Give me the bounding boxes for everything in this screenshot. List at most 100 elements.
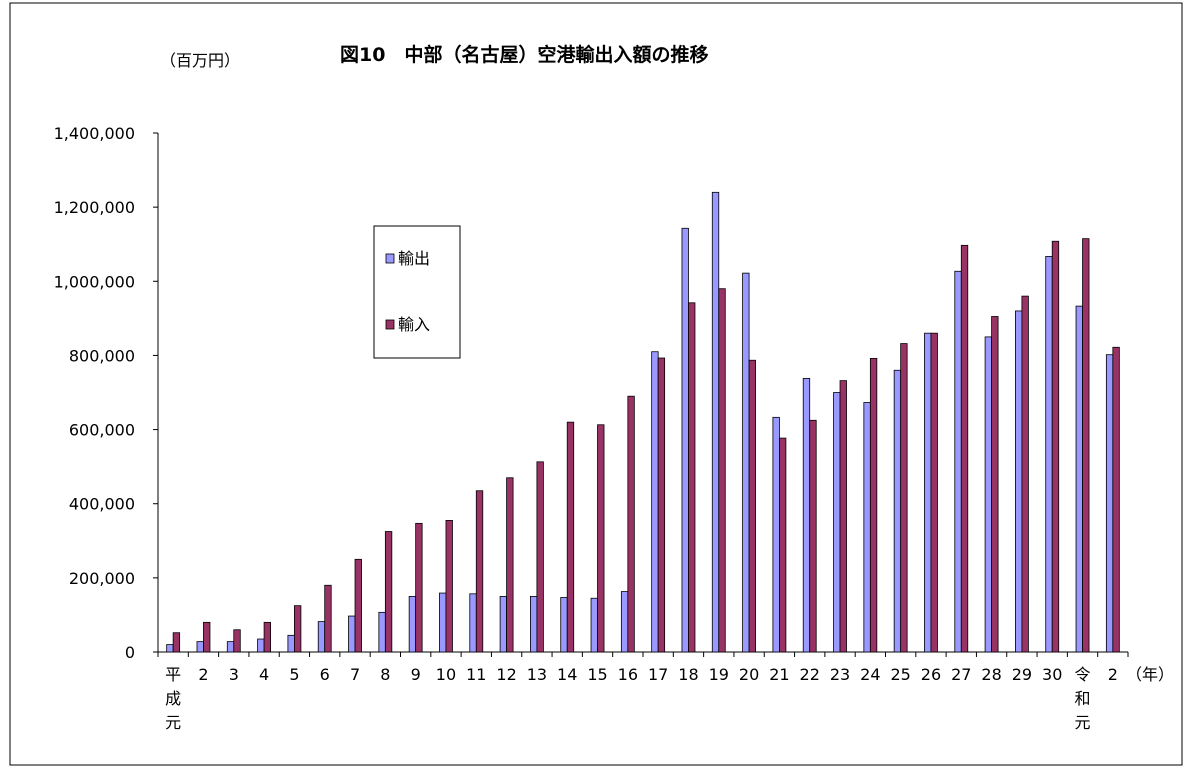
bar-import-21	[809, 419, 817, 653]
bar-import-5	[324, 584, 332, 653]
bar-import-7	[384, 531, 393, 653]
bar-export-15	[620, 591, 629, 653]
bar-export-23	[863, 402, 871, 653]
x-tick-label: 26	[921, 665, 941, 684]
x-tick-label: 2	[1108, 665, 1118, 684]
y-tick-label: 600,000	[69, 421, 135, 440]
bar-export-5	[317, 621, 326, 653]
legend-label-import: 輸入	[398, 315, 430, 334]
chart-title: 図10 中部（名古屋）空港輸出入額の推移	[340, 43, 708, 66]
y-tick-label: 0	[125, 643, 135, 662]
y-tick-label: 1,400,000	[54, 124, 135, 143]
x-tick-label: 9	[411, 665, 421, 684]
bar-export-11	[499, 595, 507, 653]
bar-export-4	[287, 634, 295, 653]
bar-export-20	[772, 416, 780, 653]
legend-label-export: 輸出	[398, 249, 430, 268]
bar-export-22	[833, 392, 841, 653]
x-tick-label: 29	[1012, 665, 1032, 684]
x-tick-label: 15	[587, 665, 607, 684]
x-tick-label: 19	[709, 665, 729, 684]
bar-import-0	[172, 632, 181, 653]
x-tick-label: 3	[229, 665, 239, 684]
bar-import-30	[1082, 238, 1090, 653]
bar-export-28	[1015, 310, 1023, 653]
legend-box	[373, 225, 461, 359]
x-tick-label: 25	[890, 665, 910, 684]
y-tick-label: 200,000	[69, 569, 135, 588]
bar-import-9	[445, 519, 453, 653]
bar-import-6	[354, 558, 362, 653]
bar-export-9	[439, 592, 447, 653]
bar-import-4	[294, 605, 302, 653]
bar-import-11	[506, 477, 514, 653]
bar-export-31	[1105, 354, 1114, 653]
bar-import-26	[960, 244, 969, 653]
x-tick-label: 平成元	[165, 665, 181, 732]
x-tick-label: 6	[320, 665, 330, 684]
bar-export-27	[984, 336, 992, 653]
x-unit-label: （年）	[1126, 665, 1174, 684]
y-axis: 0 200,000 400,000 600,000 800,000 1,000,000 1,…	[54, 124, 159, 662]
x-tick-label: 27	[951, 665, 971, 684]
x-tick-label: 24	[860, 665, 880, 684]
x-tick-label: 14	[557, 665, 577, 684]
bar-export-10	[469, 593, 477, 653]
y-tick-label: 1,000,000	[54, 272, 135, 291]
legend-swatch-export	[385, 253, 395, 264]
x-tick-label: 13	[527, 665, 547, 684]
bar-export-8	[408, 595, 417, 653]
x-tick-label: 21	[769, 665, 789, 684]
bar-import-23	[869, 357, 878, 653]
x-tick-label: 7	[350, 665, 360, 684]
bar-export-1	[196, 641, 204, 653]
bar-export-24	[893, 369, 902, 653]
bar-export-26	[954, 270, 962, 653]
x-tick-label: 2	[198, 665, 208, 684]
x-tick-label: 11	[466, 665, 486, 684]
x-tick-label: 30	[1042, 665, 1062, 684]
x-tick-label: 23	[830, 665, 850, 684]
bar-export-17	[681, 227, 689, 653]
bar-import-16	[657, 357, 666, 653]
bar-import-1	[203, 621, 211, 653]
x-tick-label: 令和元	[1075, 665, 1091, 732]
bar-export-2	[226, 641, 235, 653]
bar-export-18	[711, 191, 720, 653]
bar-import-13	[566, 421, 575, 653]
bar-export-3	[257, 638, 265, 653]
x-tick-label: 20	[739, 665, 759, 684]
bar-export-16	[651, 351, 659, 653]
bars	[166, 191, 1120, 653]
bar-import-19	[748, 359, 756, 653]
bar-export-29	[1045, 256, 1053, 653]
y-tick-label: 800,000	[69, 346, 135, 365]
bar-export-7	[378, 611, 386, 653]
bar-import-28	[1021, 295, 1029, 653]
bar-import-10	[475, 490, 484, 653]
x-tick-label: 4	[259, 665, 269, 684]
bar-import-2	[233, 629, 241, 653]
x-tick-label: 10	[436, 665, 456, 684]
x-tick-label: 22	[800, 665, 820, 684]
bar-import-15	[627, 395, 635, 653]
bar-import-29	[1051, 240, 1060, 653]
bar-export-25	[924, 332, 932, 653]
bar-import-3	[263, 621, 271, 653]
bar-import-25	[930, 332, 938, 653]
bar-import-20	[779, 437, 787, 653]
legend-swatch-import	[385, 319, 395, 330]
bar-import-27	[991, 316, 999, 653]
bar-export-30	[1075, 305, 1083, 653]
bar-export-6	[348, 615, 356, 653]
x-tick-label: 18	[678, 665, 698, 684]
bar-export-14	[590, 597, 598, 653]
bar-import-12	[536, 461, 544, 653]
x-tick-label: 12	[496, 665, 516, 684]
bar-export-21	[802, 378, 811, 653]
bar-import-24	[900, 343, 908, 653]
bar-export-19	[742, 272, 750, 653]
x-tick-label: 5	[289, 665, 299, 684]
